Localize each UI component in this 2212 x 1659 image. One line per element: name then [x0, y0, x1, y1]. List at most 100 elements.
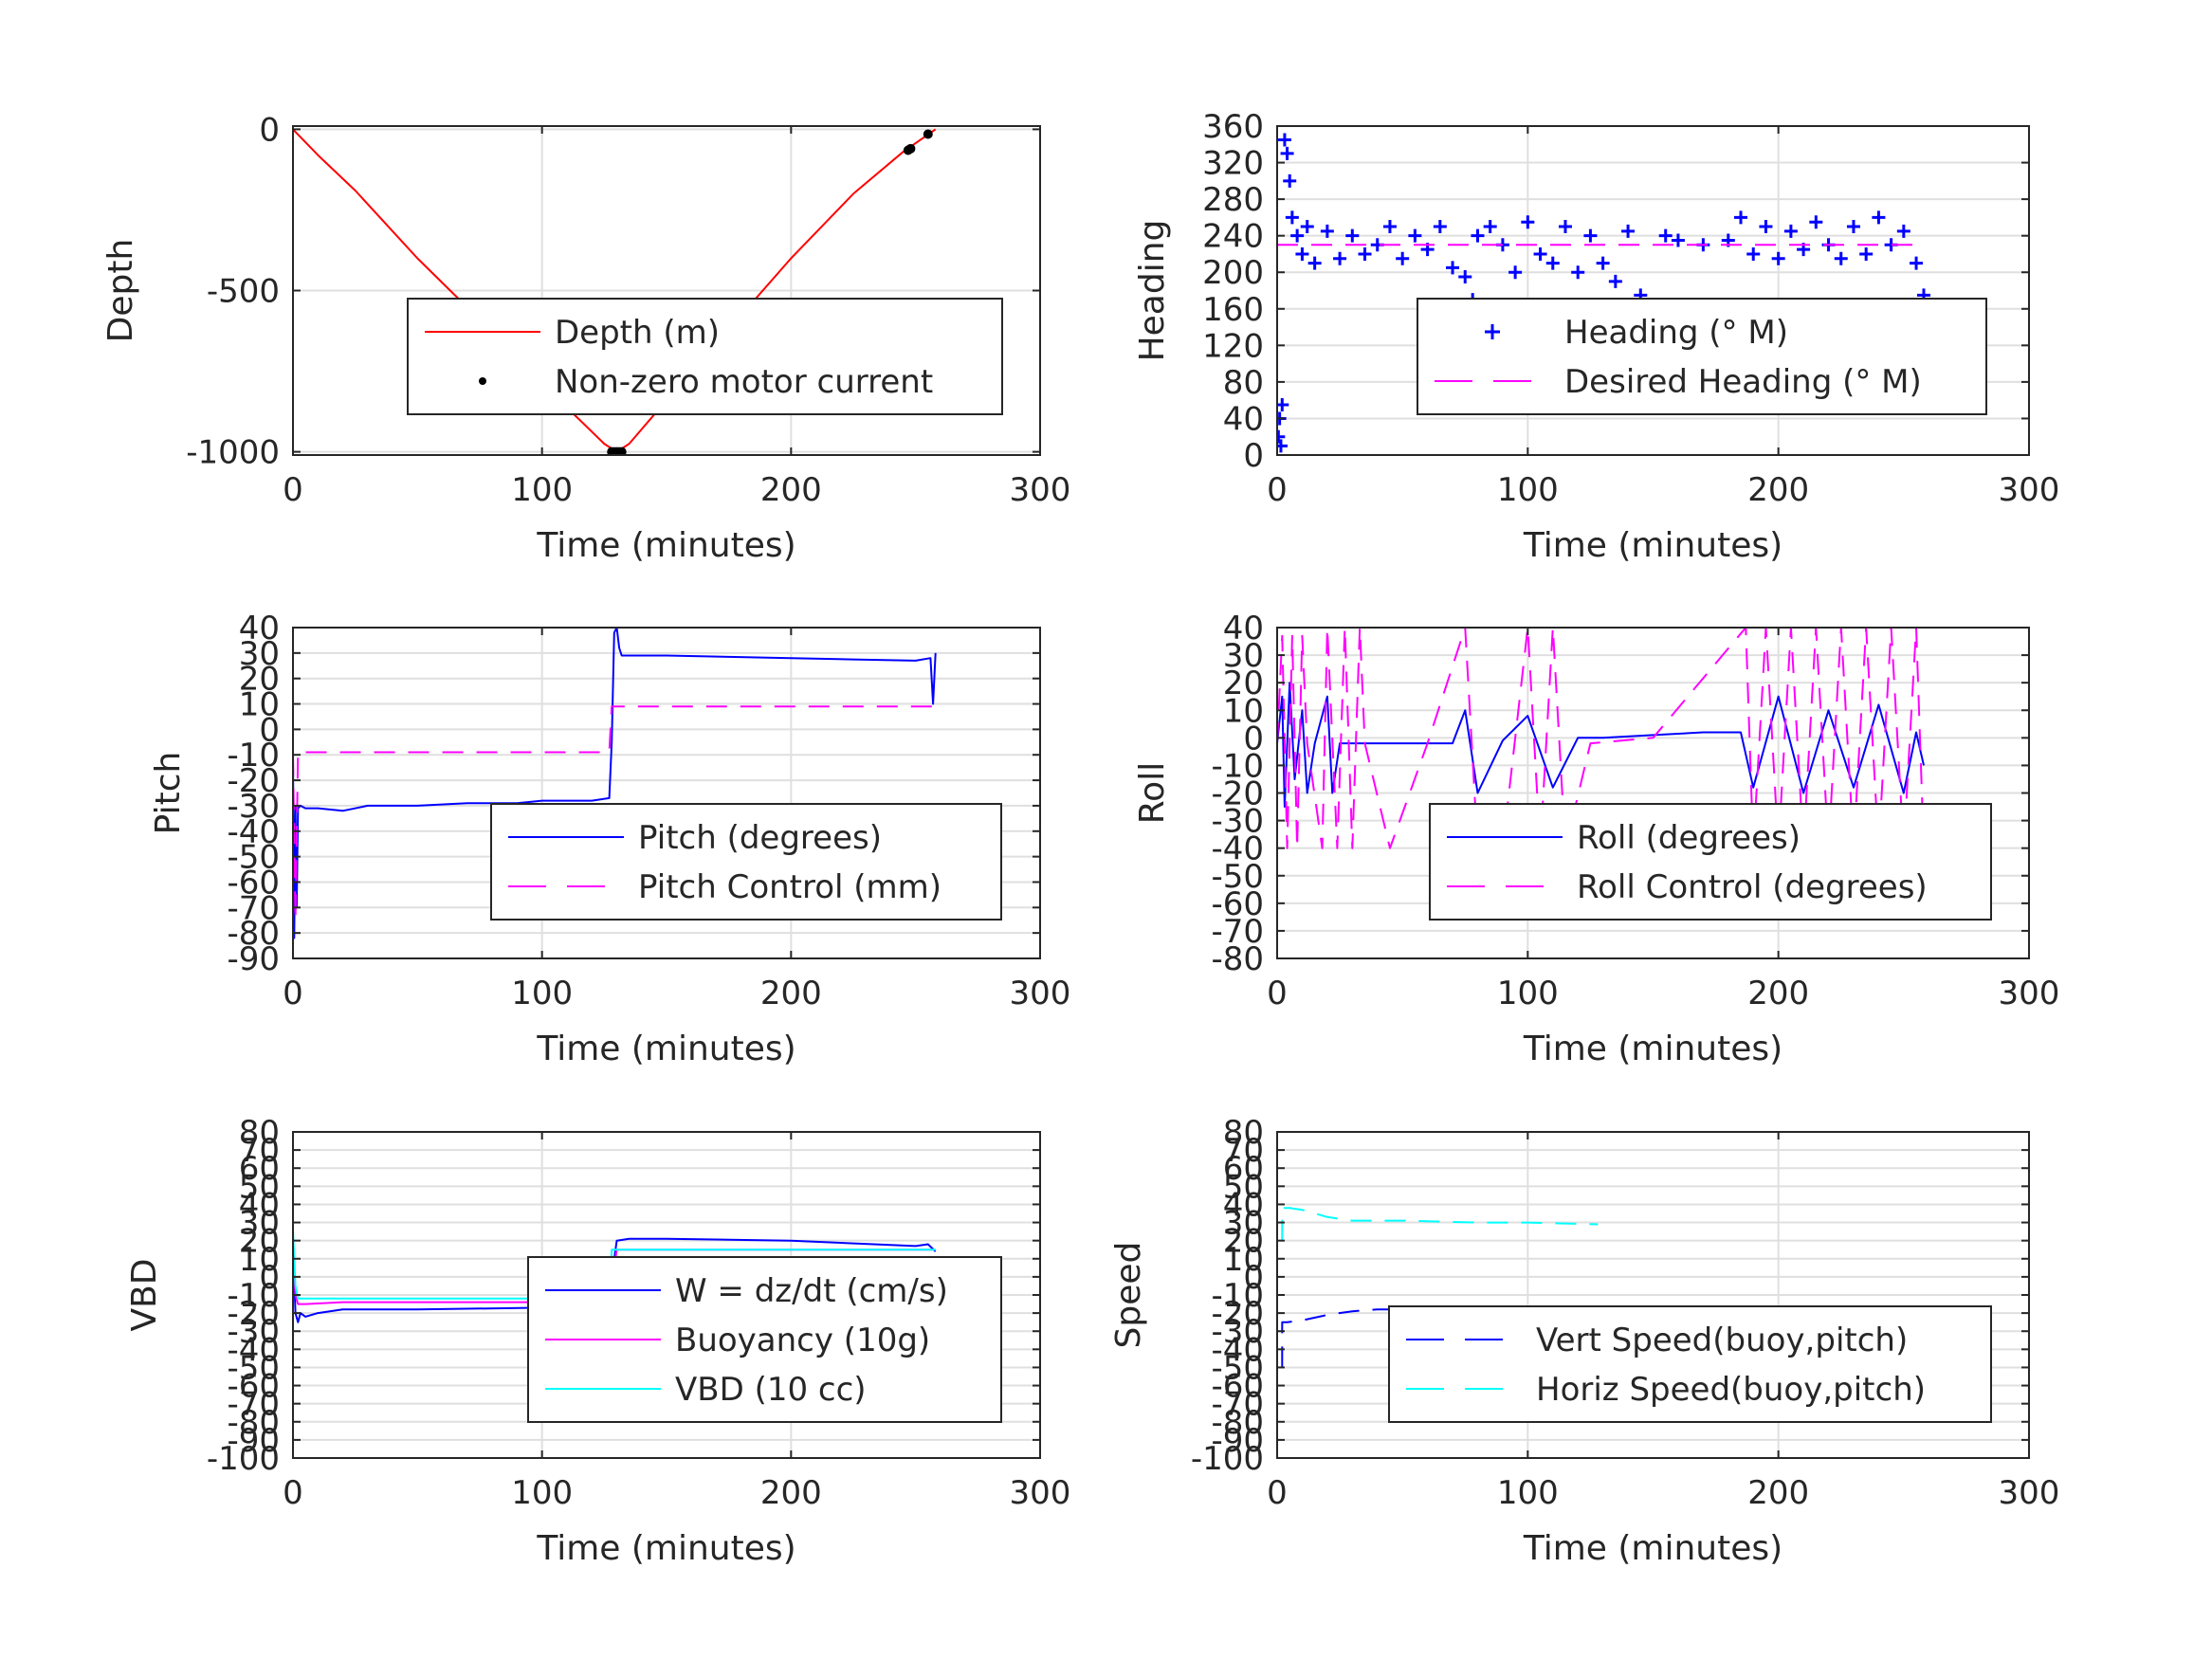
y-axis-label: Speed	[1109, 1242, 1148, 1349]
data-point	[1545, 256, 1560, 270]
chart-vbd: 0 100 200 30080706050403020100-10-20-30-40-…	[125, 1114, 1070, 1568]
data-point	[1446, 261, 1460, 275]
y-tick-label: 40	[239, 610, 280, 647]
y-tick-label: -80	[1211, 940, 1264, 978]
x-tick-label: 300	[1010, 471, 1071, 509]
y-tick-label: -90	[227, 940, 280, 978]
y-tick-label: -20	[1211, 775, 1264, 813]
y-tick-label: -1000	[186, 434, 280, 472]
legend: Heading (° M) Desired Heading (° M)	[1417, 298, 1987, 415]
chart-depth: 0 100 200 300 0 -500 -1000 Time (minutes) Depth D…	[101, 111, 1070, 565]
series-line	[1281, 1207, 1599, 1241]
y-tick-label: 240	[1202, 218, 1264, 256]
y-tick-label: 50	[1223, 1168, 1264, 1206]
y-tick-label: -10	[227, 1277, 280, 1315]
axes-box	[292, 627, 1041, 959]
data-point	[1433, 220, 1447, 234]
y-tick-label: -80	[227, 915, 280, 953]
y-tick-label: 70	[1223, 1132, 1264, 1170]
y-tick-label: -10	[1211, 747, 1264, 785]
y-tick-label: -60	[227, 1368, 280, 1406]
data-point	[1671, 233, 1685, 247]
x-axis-label: Time (minutes)	[1523, 1529, 1782, 1568]
y-tick-label: -20	[227, 762, 280, 800]
y-tick-label: 40	[1223, 1186, 1264, 1224]
y-tick-label: -60	[227, 864, 280, 902]
data-point	[1734, 210, 1748, 225]
y-tick-label: 20	[1223, 1223, 1264, 1261]
data-point	[1834, 251, 1848, 265]
y-tick-label: -30	[1211, 1313, 1264, 1351]
y-tick-label: 40	[1223, 400, 1264, 438]
y-tick-label: -40	[227, 1331, 280, 1369]
x-tick-label: 300	[1999, 471, 2060, 509]
legend-label: Pitch Control (mm)	[638, 868, 941, 906]
x-tick-label: 0	[1267, 471, 1288, 509]
x-tick-label: 100	[511, 471, 573, 509]
data-point	[1521, 215, 1535, 229]
y-tick-label: -50	[227, 839, 280, 877]
legend: Depth (m) Non-zero motor current	[407, 298, 1003, 415]
data-point	[1596, 256, 1610, 270]
legend: Pitch (degrees) Pitch Control (mm)	[490, 803, 1002, 921]
legend-label: Roll Control (degrees)	[1577, 868, 1928, 906]
y-tick-label: 30	[1223, 1205, 1264, 1243]
legend-label: Heading (° M)	[1564, 314, 1788, 352]
data-point	[1277, 133, 1291, 147]
data-point	[1290, 228, 1305, 243]
data-point	[1558, 220, 1572, 234]
y-tick-label: 200	[1202, 254, 1264, 292]
y-tick-label: -70	[227, 889, 280, 927]
y-axis-label: Pitch	[149, 752, 188, 835]
legend-box	[1429, 803, 1992, 921]
data-point	[1583, 228, 1598, 243]
data-point	[1809, 215, 1823, 229]
x-tick-label: 100	[511, 975, 573, 1012]
x-tick-label: 200	[760, 1474, 822, 1512]
data-point	[1533, 246, 1547, 261]
y-tick-label: -50	[1211, 858, 1264, 896]
y-tick-label: 30	[239, 635, 280, 673]
data-point	[1277, 439, 1288, 453]
data-point	[1320, 224, 1334, 238]
chart-speed: 0 100 200 30080706050403020100-10-20-30-40-…	[1109, 1114, 2059, 1568]
y-tick-label: -90	[1211, 1422, 1264, 1460]
y-tick-label: 160	[1202, 291, 1264, 329]
y-tick-label: 40	[239, 1186, 280, 1224]
y-tick-label: -20	[1211, 1295, 1264, 1333]
y-tick-label: -30	[227, 788, 280, 826]
data-point	[1295, 246, 1309, 261]
y-tick-label: -80	[1211, 1404, 1264, 1442]
data-point	[1280, 146, 1294, 160]
series-line	[293, 1231, 936, 1300]
y-tick-label: 20	[239, 661, 280, 699]
y-tick-label: 0	[259, 1259, 280, 1297]
x-tick-label: 0	[283, 975, 303, 1012]
data-point	[1746, 246, 1761, 261]
legend-box	[1417, 298, 1987, 415]
x-axis-label: Time (minutes)	[536, 1030, 795, 1068]
series-line	[1277, 682, 1925, 808]
y-tick-label: -70	[1211, 1386, 1264, 1424]
y-tick-label: 0	[259, 711, 280, 749]
y-tick-label: -40	[1211, 1331, 1264, 1369]
x-tick-label: 0	[1267, 1474, 1288, 1512]
x-tick-label: 200	[760, 471, 822, 509]
axes-box	[1276, 125, 2030, 456]
data-point	[1783, 224, 1798, 238]
y-tick-label: 60	[239, 1150, 280, 1188]
y-tick-label: 60	[1223, 1150, 1264, 1188]
y-tick-label: 0	[1243, 1259, 1264, 1297]
y-tick-label: 10	[239, 1241, 280, 1279]
data-point	[1285, 210, 1299, 225]
x-tick-label: 200	[760, 975, 822, 1012]
y-tick-label: -10	[227, 737, 280, 775]
y-tick-label: -100	[207, 1440, 280, 1478]
legend-label: Vert Speed(buoy,pitch)	[1536, 1322, 1908, 1359]
y-tick-label: 120	[1202, 327, 1264, 365]
data-point	[1307, 256, 1322, 270]
legend-label: W = dz/dt (cm/s)	[675, 1272, 948, 1310]
data-point	[1277, 429, 1286, 444]
y-tick-label: 0	[1243, 437, 1264, 475]
